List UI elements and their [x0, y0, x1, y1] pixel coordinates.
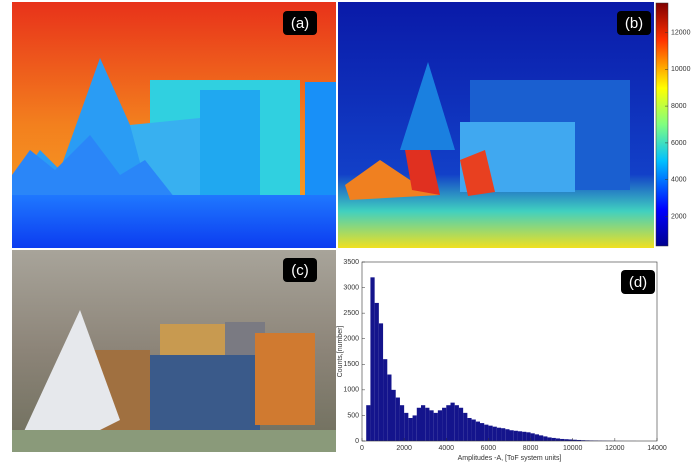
colorbar-tick-label: 12000 — [671, 29, 691, 36]
x-axis-label: Amplitudes -A, [ToF system units] — [458, 455, 562, 462]
bar — [451, 403, 455, 441]
bar — [375, 303, 379, 441]
colorbar-tick-label: 8000 — [671, 103, 687, 110]
bar — [366, 405, 370, 441]
bar — [497, 428, 501, 441]
figure: (a)(b)(c)(d)2000400060008000100001200005… — [0, 0, 693, 466]
bar — [383, 359, 387, 441]
y-tick-label: 3500 — [343, 259, 359, 266]
bar — [484, 425, 488, 441]
bar — [472, 420, 476, 441]
y-tick-label: 0 — [355, 438, 359, 445]
x-tick-label: 6000 — [481, 445, 497, 452]
bar — [501, 428, 505, 441]
panel-label: (a) — [291, 15, 309, 32]
bar — [467, 418, 471, 441]
bar — [417, 408, 421, 441]
x-tick-label: 10000 — [563, 445, 583, 452]
bar — [455, 405, 459, 441]
y-tick-label: 500 — [347, 412, 359, 419]
colorbar-tick-label: 4000 — [671, 177, 687, 184]
bar — [552, 438, 556, 441]
bar — [505, 429, 509, 441]
y-tick-label: 2500 — [343, 310, 359, 317]
x-tick-label: 0 — [360, 445, 364, 452]
bar — [463, 413, 467, 441]
bar — [493, 427, 497, 441]
bar — [400, 405, 404, 441]
bar — [522, 432, 526, 441]
y-tick-label: 2000 — [343, 336, 359, 343]
bar — [488, 426, 492, 441]
x-tick-label: 4000 — [438, 445, 454, 452]
amplitude-image — [338, 2, 668, 248]
bar — [442, 408, 446, 441]
bar — [408, 418, 412, 441]
y-axis-label: Counts,[number] — [337, 326, 344, 378]
y-tick-label: 1500 — [343, 361, 359, 368]
bar — [514, 431, 518, 441]
bar — [556, 438, 560, 441]
bar — [413, 415, 417, 441]
bar — [531, 433, 535, 441]
bar — [535, 434, 539, 441]
depth-image — [12, 2, 336, 248]
colorbar-tick-label: 10000 — [671, 66, 691, 73]
bar — [459, 408, 463, 441]
bar — [480, 423, 484, 441]
bar — [387, 375, 391, 441]
bar — [518, 431, 522, 441]
bar — [370, 277, 374, 441]
bar — [421, 405, 425, 441]
bar — [510, 430, 514, 441]
bar — [392, 390, 396, 441]
x-tick-label: 8000 — [523, 445, 539, 452]
panel-label: (b) — [625, 15, 643, 32]
bar — [543, 436, 547, 441]
bar — [379, 323, 383, 441]
y-tick-label: 1000 — [343, 387, 359, 394]
bar — [446, 405, 450, 441]
x-tick-label: 12000 — [605, 445, 625, 452]
bar — [429, 410, 433, 441]
x-tick-label: 2000 — [396, 445, 412, 452]
bar — [547, 437, 551, 441]
y-tick-label: 3000 — [343, 284, 359, 291]
bar — [438, 410, 442, 441]
bar — [539, 435, 543, 441]
panel-label: (c) — [291, 262, 309, 279]
bar — [526, 432, 530, 441]
panel-label: (d) — [629, 274, 647, 291]
colorbar-tick-label: 2000 — [671, 213, 687, 220]
x-tick-label: 14000 — [647, 445, 667, 452]
bar — [434, 413, 438, 441]
bar — [476, 422, 480, 441]
bar — [404, 413, 408, 441]
bar — [560, 439, 564, 441]
bar — [425, 408, 429, 441]
colorbar-tick-label: 6000 — [671, 140, 687, 147]
bar — [396, 398, 400, 441]
